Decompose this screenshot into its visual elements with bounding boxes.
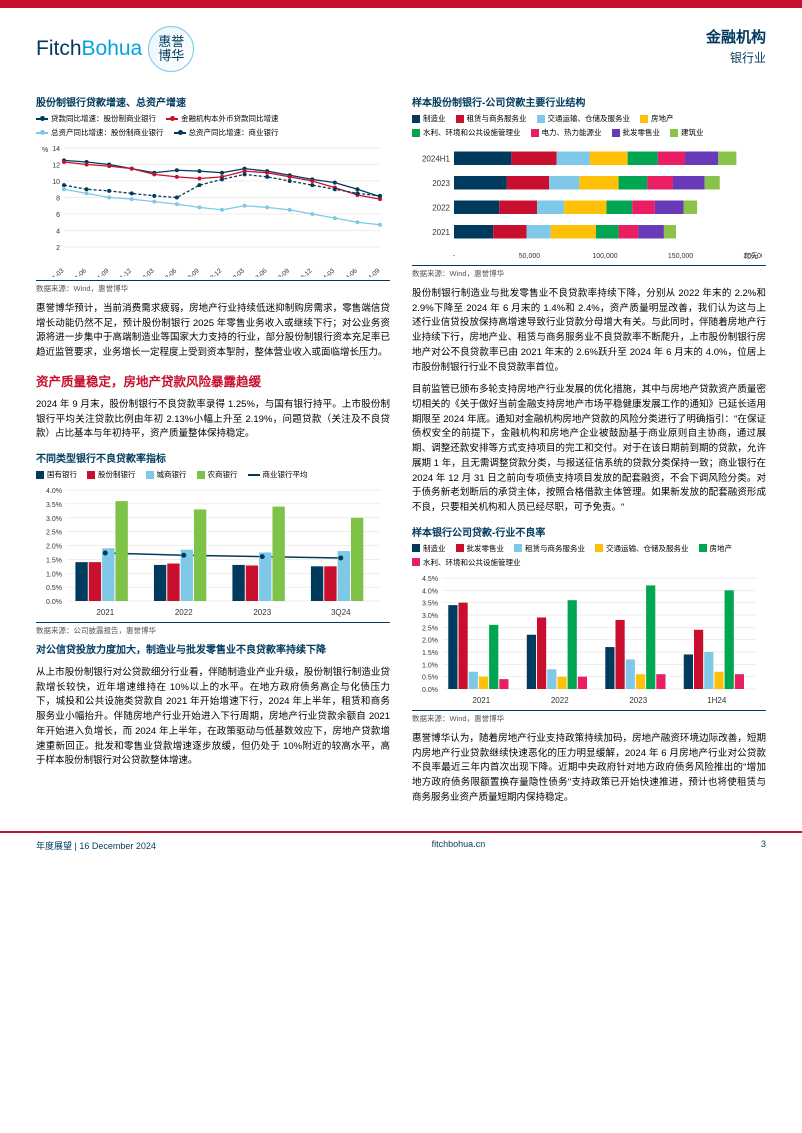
svg-text:1H24: 1H24 xyxy=(707,696,727,705)
svg-text:2021-09: 2021-09 xyxy=(89,267,111,277)
sub-heading-1: 对公信贷投放力度加大，制造业与批发零售业不良贷款率持续下降 xyxy=(36,644,390,658)
logo: FitchBohua 惠誉 博华 xyxy=(36,26,194,72)
paragraph-4: 股份制银行制造业与批发零售业不良贷款率持续下降，分别从 2022 年末的 2.2… xyxy=(412,287,766,375)
svg-text:10: 10 xyxy=(52,179,60,186)
svg-text:6: 6 xyxy=(56,212,60,219)
svg-text:2022: 2022 xyxy=(432,203,450,212)
header-right: 金融机构 银行业 xyxy=(706,26,766,66)
top-accent-bar xyxy=(0,0,802,8)
svg-text:0.0%: 0.0% xyxy=(46,599,62,606)
chart2-source: 数据来源：公司披露报告，惠誉博华 xyxy=(36,622,390,636)
svg-text:2022: 2022 xyxy=(175,608,193,617)
left-column: 股份制银行贷款增速、总资产增速 贷款同比增速：股份制商业银行金融机构本外币贷款同… xyxy=(36,88,390,813)
chart2: 0.0% 0.5% 1.0% 1.5% 2.0% 2.5% 3.0% 3.5% 4.0% 2021… xyxy=(36,484,390,619)
svg-text:2022: 2022 xyxy=(551,696,569,705)
svg-text:2024-09: 2024-09 xyxy=(360,267,382,277)
footer-left: 年度展望 | 16 December 2024 xyxy=(36,839,156,852)
svg-text:4.5%: 4.5% xyxy=(422,576,438,583)
section-heading-1: 资产质量稳定，房地产贷款风险暴露趋缓 xyxy=(36,371,390,390)
chart3-legend: 制造业租赁与商务服务业交通运输、仓储及服务业房地产水利、环境和公共设施管理业电力… xyxy=(412,113,766,138)
svg-text:50,000: 50,000 xyxy=(519,253,541,260)
svg-text:0.5%: 0.5% xyxy=(422,674,438,681)
svg-text:2021: 2021 xyxy=(472,696,490,705)
chart3: -50,000100,000150,000200,000亿元2024H12023… xyxy=(412,142,766,262)
svg-text:2: 2 xyxy=(56,245,60,252)
svg-text:12: 12 xyxy=(52,163,60,170)
svg-text:2022-06: 2022-06 xyxy=(156,267,178,277)
svg-text:2.5%: 2.5% xyxy=(422,625,438,632)
right-column: 样本股份制银行-公司贷款主要行业结构 制造业租赁与商务服务业交通运输、仓储及服务… xyxy=(412,88,766,813)
svg-text:3.0%: 3.0% xyxy=(422,613,438,620)
header-subcategory: 银行业 xyxy=(706,49,766,66)
chart4: 0.0% 0.5% 1.0% 1.5% 2.0% 2.5% 3.0% 3.5% 4.0% 4.5%… xyxy=(412,572,766,707)
svg-text:150,000: 150,000 xyxy=(668,253,693,260)
svg-text:2022-03: 2022-03 xyxy=(134,267,156,277)
svg-text:2.0%: 2.0% xyxy=(422,637,438,644)
logo-fitch-text: Fitch xyxy=(36,37,82,60)
svg-text:2021-12: 2021-12 xyxy=(111,267,133,277)
chart2-legend: 国有银行股份制银行城商银行农商银行商业银行平均 xyxy=(36,469,390,480)
chart4-source: 数据来源：Wind，惠誉博华 xyxy=(412,710,766,724)
chart1-legend: 贷款同比增速：股份制商业银行金融机构本外币贷款同比增速总资产同比增速：股份制商业… xyxy=(36,113,390,138)
svg-text:1.0%: 1.0% xyxy=(46,571,62,578)
paragraph-5: 目前监管已颁布多轮支持房地产行业发展的优化措施，其中与房地产贷款资产质量密切相关… xyxy=(412,383,766,515)
chart4-legend: 制造业批发零售业租赁与商务服务业交通运输、仓储及服务业房地产水利、环境和公共设施… xyxy=(412,543,766,568)
svg-text:2021-03: 2021-03 xyxy=(44,267,66,277)
svg-text:2023: 2023 xyxy=(253,608,271,617)
chart3-title: 样本股份制银行-公司贷款主要行业结构 xyxy=(412,94,766,109)
svg-text:2023-12: 2023-12 xyxy=(292,267,314,277)
chart1-title: 股份制银行贷款增速、总资产增速 xyxy=(36,94,390,109)
chart3-source: 数据来源：Wind，惠誉博华 xyxy=(412,265,766,279)
svg-text:2021: 2021 xyxy=(96,608,114,617)
svg-text:8: 8 xyxy=(56,196,60,203)
svg-text:2023: 2023 xyxy=(432,179,450,188)
svg-text:2.5%: 2.5% xyxy=(46,530,62,537)
svg-text:%: % xyxy=(42,147,48,154)
svg-text:3.5%: 3.5% xyxy=(46,502,62,509)
header-category: 金融机构 xyxy=(706,26,766,47)
svg-text:1.0%: 1.0% xyxy=(422,662,438,669)
chart1: 2468101214%2021-032021-062021-092021-122… xyxy=(36,142,390,277)
svg-text:2023: 2023 xyxy=(629,696,647,705)
chart2-title: 不同类型银行不良贷款率指标 xyxy=(36,450,390,465)
svg-text:2023-06: 2023-06 xyxy=(247,267,269,277)
paragraph-6: 惠誉博华认为，随着房地产行业支持政策持续加码，房地产融资环境边际改善，短期内房地… xyxy=(412,732,766,806)
svg-text:3Q24: 3Q24 xyxy=(331,608,351,617)
footer-center: fitchbohua.cn xyxy=(432,839,486,852)
svg-text:3.5%: 3.5% xyxy=(422,600,438,607)
chart1-source: 数据来源：Wind，惠誉博华 xyxy=(36,280,390,294)
svg-text:1.5%: 1.5% xyxy=(422,650,438,657)
chart4-title: 样本银行公司贷款-行业不良率 xyxy=(412,524,766,539)
svg-text:2024-06: 2024-06 xyxy=(337,267,359,277)
svg-text:14: 14 xyxy=(52,146,60,153)
logo-circle: 惠誉 博华 xyxy=(148,26,194,72)
logo-bohua-text: Bohua xyxy=(82,37,143,60)
svg-text:4.0%: 4.0% xyxy=(422,588,438,595)
svg-text:2021: 2021 xyxy=(432,228,450,237)
svg-text:2024H1: 2024H1 xyxy=(422,154,451,163)
paragraph-3: 从上市股份制银行对公贷款细分行业看，伴随制造业产业升级，股份制银行制造业贷款增长… xyxy=(36,666,390,769)
svg-text:0.5%: 0.5% xyxy=(46,585,62,592)
svg-text:2022-09: 2022-09 xyxy=(179,267,201,277)
svg-text:4: 4 xyxy=(56,229,60,236)
svg-text:2022-12: 2022-12 xyxy=(202,267,224,277)
svg-text:2024-03: 2024-03 xyxy=(314,267,336,277)
paragraph-1: 惠誉博华预计，当前消费需求疲弱，房地产行业持续低迷抑制购房需求，零售端信贷增长动… xyxy=(36,302,390,361)
svg-text:2021-06: 2021-06 xyxy=(66,267,88,277)
svg-text:-: - xyxy=(453,253,456,260)
page-footer: 年度展望 | 16 December 2024 fitchbohua.cn 3 xyxy=(0,831,802,858)
svg-text:3.0%: 3.0% xyxy=(46,516,62,523)
svg-text:100,000: 100,000 xyxy=(592,253,617,260)
page-header: FitchBohua 惠誉 博华 金融机构 银行业 xyxy=(0,8,802,82)
svg-text:2023-03: 2023-03 xyxy=(224,267,246,277)
svg-text:1.5%: 1.5% xyxy=(46,557,62,564)
svg-text:2023-09: 2023-09 xyxy=(269,267,291,277)
svg-text:2.0%: 2.0% xyxy=(46,544,62,551)
svg-text:亿元: 亿元 xyxy=(744,251,758,260)
paragraph-2: 2024 年 9 月末，股份制银行不良贷款率录得 1.25%，与国有银行持平。上… xyxy=(36,398,390,442)
svg-text:0.0%: 0.0% xyxy=(422,687,438,694)
svg-text:4.0%: 4.0% xyxy=(46,488,62,495)
footer-right: 3 xyxy=(761,839,766,852)
